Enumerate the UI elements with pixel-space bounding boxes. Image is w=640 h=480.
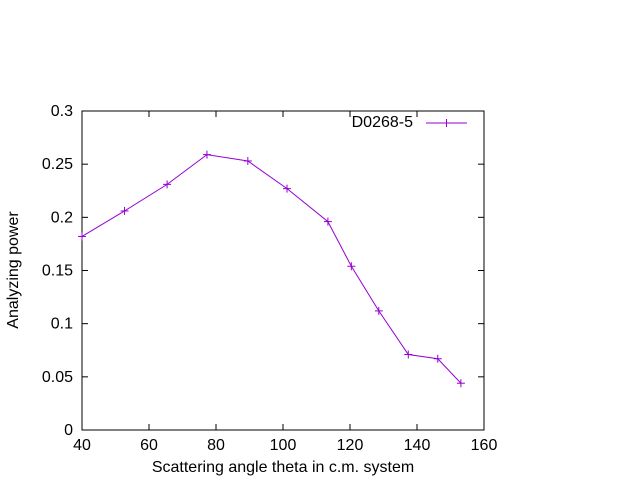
x-tick-label: 40 xyxy=(73,437,91,454)
x-tick-label: 80 xyxy=(207,437,225,454)
legend-marker xyxy=(442,119,451,127)
data-point xyxy=(120,206,129,215)
data-point xyxy=(283,184,292,193)
y-tick-label: 0.1 xyxy=(51,316,73,333)
y-tick-label: 0.05 xyxy=(42,369,73,386)
data-point xyxy=(78,232,86,241)
data-point xyxy=(347,262,356,271)
legend-label: D0268-5 xyxy=(352,114,413,131)
x-tick-label: 60 xyxy=(140,437,158,454)
y-tick-label: 0.15 xyxy=(42,263,73,280)
y-tick-label: 0.2 xyxy=(51,209,73,226)
data-point xyxy=(163,180,172,189)
y-axis-ticks: 0 0.05 0.1 0.15 0.2 0.25 0.3 xyxy=(42,103,484,439)
x-tick-label: 100 xyxy=(270,437,297,454)
data-point xyxy=(433,354,442,363)
legend: D0268-5 xyxy=(352,114,467,131)
series-line xyxy=(81,154,462,384)
y-axis-label: Analyzing power xyxy=(5,211,22,329)
data-point xyxy=(243,156,252,165)
y-tick-label: 0 xyxy=(64,422,73,439)
data-point xyxy=(404,350,413,359)
data-point xyxy=(374,306,383,315)
series-layer xyxy=(78,150,465,388)
data-point xyxy=(323,217,332,226)
x-axis-ticks: 40 60 80 100 120 140 160 xyxy=(73,111,497,454)
data-point xyxy=(456,379,465,388)
data-point xyxy=(202,150,211,159)
x-axis-label: Scattering angle theta in c.m. system xyxy=(152,459,414,476)
y-tick-label: 0.3 xyxy=(51,103,73,120)
x-tick-label: 160 xyxy=(471,437,498,454)
x-tick-label: 140 xyxy=(404,437,431,454)
y-tick-label: 0.25 xyxy=(42,156,73,173)
x-tick-label: 120 xyxy=(337,437,364,454)
plot-frame xyxy=(81,110,485,431)
legend-plus-marker xyxy=(442,119,451,127)
